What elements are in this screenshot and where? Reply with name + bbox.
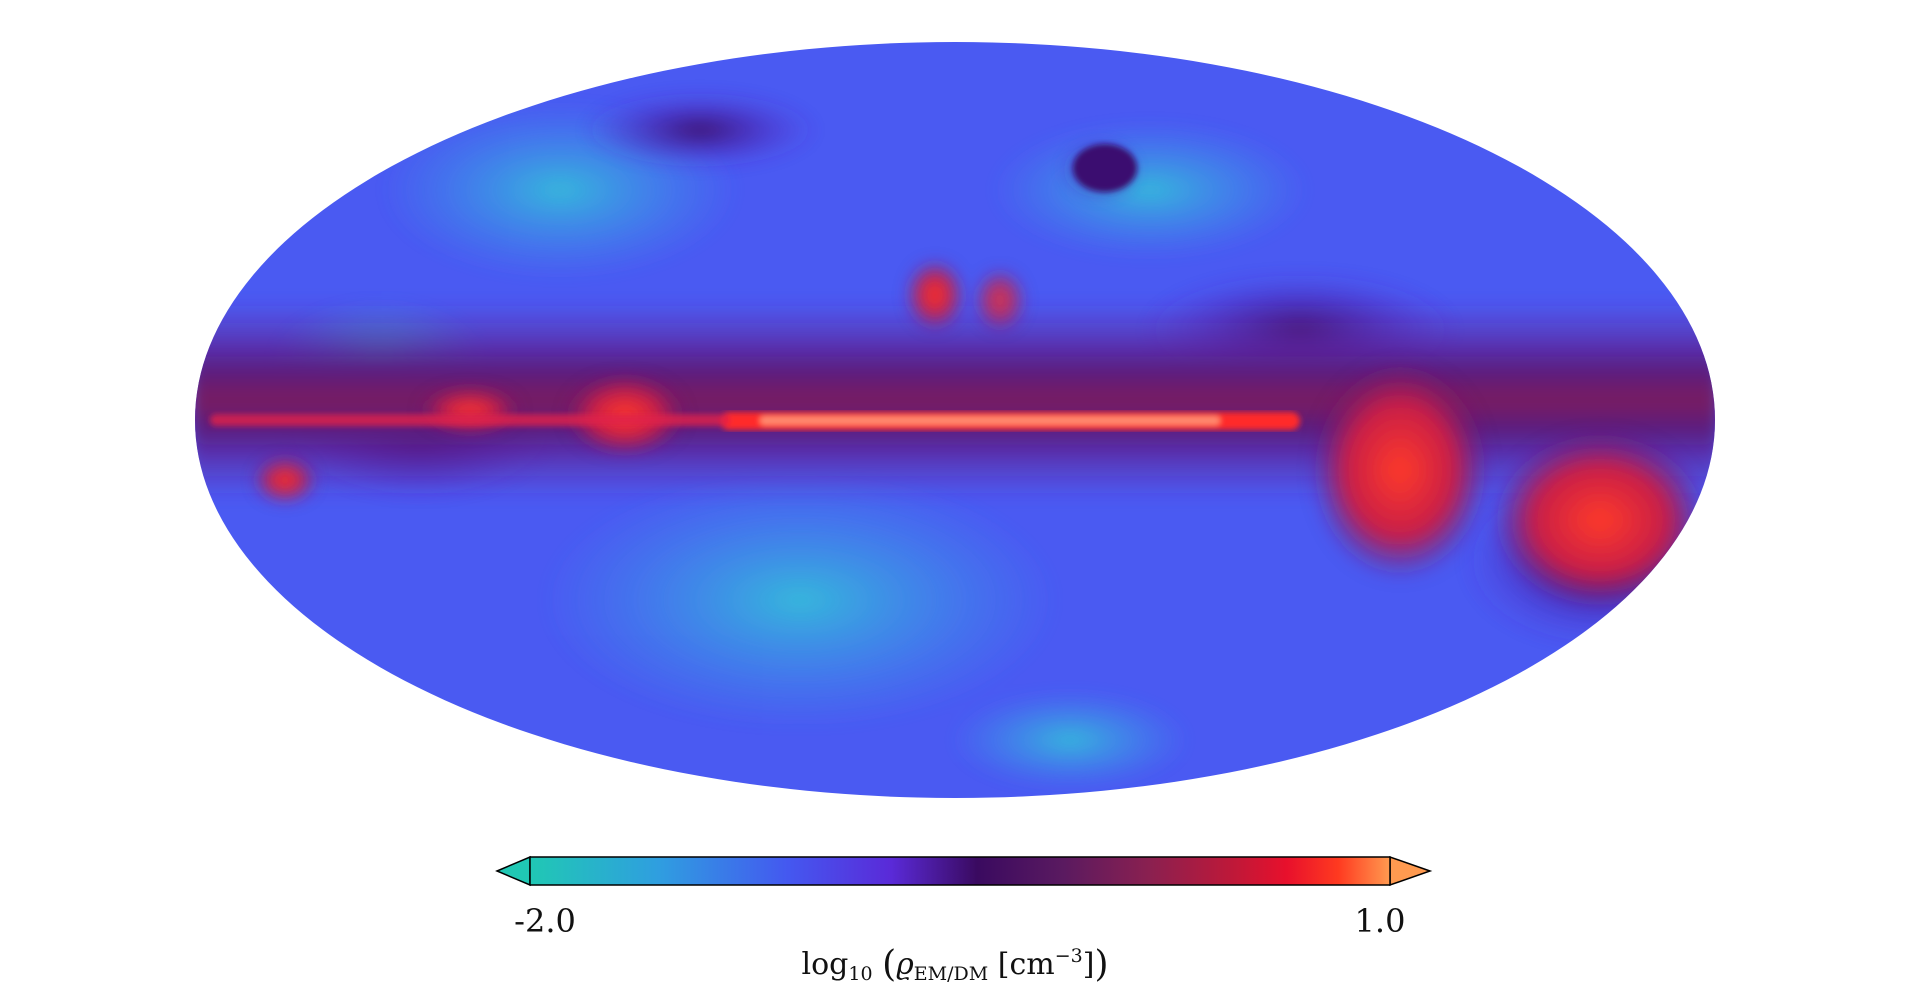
label-unit-exp: −3 — [1054, 945, 1083, 967]
colorbar-label: log10 (ϱEM/DM [cm−3]) — [802, 944, 1109, 985]
label-log: log — [801, 947, 849, 982]
label-paren-open: ( — [882, 944, 897, 985]
label-rho-sub: EM/DM — [913, 963, 989, 985]
mollweide-map-svg — [195, 42, 1715, 798]
colorbar-max-extend-arrow — [1389, 855, 1433, 887]
label-rho: ϱ — [896, 947, 914, 982]
colorbar-tick-min: -2.0 — [514, 902, 576, 940]
label-unit-open: [cm — [997, 947, 1055, 982]
label-paren-close: ) — [1094, 944, 1109, 985]
label-unit-close: ] — [1082, 947, 1095, 982]
colorbar-gradient — [529, 856, 1391, 886]
colorbar-min-extend-arrow — [495, 855, 531, 887]
colorbar-tick-max: 1.0 — [1354, 902, 1406, 940]
label-log-base: 10 — [848, 963, 873, 985]
allsky-map — [195, 42, 1715, 798]
